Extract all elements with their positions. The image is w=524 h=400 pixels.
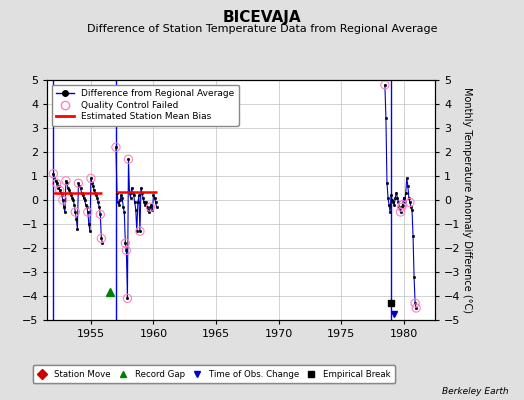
Text: Berkeley Earth: Berkeley Earth [442, 387, 508, 396]
Point [96, 211, 104, 218]
Point [124, 156, 133, 162]
Point [121, 240, 129, 246]
Point [59, 197, 67, 203]
Point [112, 144, 120, 150]
Point [87, 175, 95, 182]
Point [97, 235, 105, 242]
Point [56, 187, 64, 194]
Point [381, 82, 389, 88]
Text: Difference of Station Temperature Data from Regional Average: Difference of Station Temperature Data f… [87, 24, 437, 34]
Y-axis label: Monthly Temperature Anomaly Difference (°C): Monthly Temperature Anomaly Difference (… [462, 87, 472, 313]
Point [136, 228, 144, 234]
Point [411, 300, 419, 306]
Point [406, 199, 414, 206]
Legend: Station Move, Record Gap, Time of Obs. Change, Empirical Break: Station Move, Record Gap, Time of Obs. C… [32, 365, 395, 383]
Point [123, 295, 132, 302]
Point [396, 209, 405, 215]
Point [49, 170, 58, 177]
Point [71, 209, 80, 215]
Point [122, 247, 130, 254]
Point [74, 180, 83, 186]
Point [62, 178, 70, 184]
Point [398, 202, 407, 208]
Text: BICEVAJA: BICEVAJA [223, 10, 301, 25]
Point [412, 305, 420, 311]
Point [84, 209, 92, 215]
Point [146, 204, 155, 210]
Point [397, 204, 406, 210]
Point [52, 180, 61, 186]
